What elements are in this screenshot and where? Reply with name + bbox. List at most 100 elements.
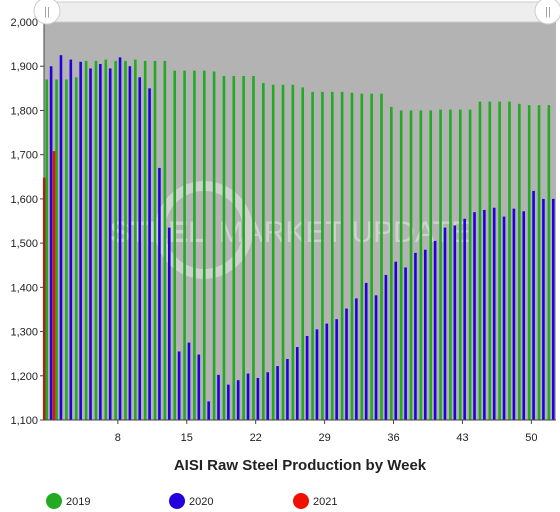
bar-2020-week-18 bbox=[217, 374, 220, 420]
bar-2019-week-52 bbox=[547, 105, 551, 420]
bar-2020-week-3 bbox=[69, 59, 73, 421]
bar-2020-week-45 bbox=[483, 209, 486, 420]
bar-2019-week-11 bbox=[143, 60, 147, 421]
bar-2019-week-15 bbox=[183, 70, 186, 420]
watermark-text-rest: MARKET UPDATE bbox=[219, 216, 471, 249]
bar-2019-week-36 bbox=[390, 106, 393, 420]
scrollbar-right-handle[interactable] bbox=[534, 0, 560, 25]
bar-2019-week-40 bbox=[429, 110, 433, 420]
bar-2019-week-19 bbox=[222, 75, 226, 420]
bar-2019-week-43 bbox=[458, 109, 462, 420]
bar-2019-week-44 bbox=[468, 109, 472, 420]
bar-2019-week-41 bbox=[439, 109, 442, 420]
bar-2020-week-48 bbox=[512, 208, 516, 420]
bar-2019-week-26 bbox=[291, 84, 295, 421]
bar-2020-week-7 bbox=[108, 68, 112, 421]
scrollbar-track[interactable] bbox=[41, 1, 551, 23]
bar-2019-week-27 bbox=[301, 87, 305, 420]
legend-label: 2020 bbox=[189, 496, 213, 508]
bar-2019-week-46 bbox=[488, 101, 492, 420]
bar-2019-week-5 bbox=[84, 60, 88, 421]
y-tick-label: 1,200 bbox=[10, 371, 38, 383]
legend: 2019 2020 2021 bbox=[46, 493, 337, 509]
bar-2020-week-31 bbox=[345, 308, 348, 420]
bar-2020-week-29 bbox=[325, 323, 329, 420]
scrollbar-left-grip-icon: || bbox=[44, 6, 50, 18]
scrollbar-left-handle[interactable] bbox=[33, 0, 61, 25]
x-tick-label: 8 bbox=[115, 432, 121, 444]
bar-2020-week-41 bbox=[443, 227, 447, 420]
bar-2019-week-22 bbox=[252, 75, 255, 420]
bar-2020-week-12 bbox=[158, 167, 161, 420]
bar-2020-week-16 bbox=[197, 354, 201, 420]
legend-swatch bbox=[293, 493, 309, 509]
x-tick-label: 29 bbox=[318, 432, 330, 444]
legend-swatch bbox=[169, 493, 185, 509]
bar-2020-week-14 bbox=[177, 351, 181, 420]
x-axis-title: AISI Raw Steel Production by Week bbox=[174, 457, 427, 474]
x-tick-label: 50 bbox=[525, 432, 537, 444]
bar-2020-week-30 bbox=[335, 319, 338, 420]
bar-2019-week-42 bbox=[449, 109, 452, 420]
legend-item-2019[interactable]: 2019 bbox=[46, 493, 90, 509]
scrollbar[interactable]: || || bbox=[33, 0, 560, 25]
bar-2019-week-20 bbox=[232, 75, 236, 420]
bar-2020-week-36 bbox=[394, 261, 398, 420]
legend-label: 2021 bbox=[313, 496, 337, 508]
bar-2019-week-50 bbox=[527, 105, 531, 420]
bar-2020-week-52 bbox=[551, 198, 555, 420]
bar-2019-week-28 bbox=[311, 91, 314, 421]
bar-2019-week-49 bbox=[518, 103, 521, 420]
bar-2019-week-39 bbox=[419, 110, 423, 420]
bar-2019-week-12 bbox=[153, 60, 157, 421]
bar-2019-week-45 bbox=[478, 101, 482, 420]
y-tick-label: 2,000 bbox=[10, 17, 38, 29]
legend-item-2021[interactable]: 2021 bbox=[293, 493, 337, 509]
bar-2020-week-15 bbox=[187, 342, 191, 420]
bar-2020-week-5 bbox=[89, 68, 92, 421]
bar-2019-week-48 bbox=[508, 101, 511, 420]
bar-2019-week-3 bbox=[65, 79, 68, 421]
legend-swatch bbox=[46, 493, 62, 509]
legend-label: 2019 bbox=[66, 496, 90, 508]
bar-2020-week-2 bbox=[59, 55, 63, 421]
y-tick-label: 1,700 bbox=[10, 150, 38, 162]
scrollbar-right-grip-icon: || bbox=[545, 6, 551, 18]
bar-2020-week-32 bbox=[355, 298, 358, 420]
bar-2020-week-11 bbox=[148, 88, 151, 420]
legend-item-2020[interactable]: 2020 bbox=[169, 493, 213, 509]
bar-2019-week-21 bbox=[242, 75, 245, 420]
bar-2020-week-17 bbox=[207, 401, 210, 420]
bar-2019-week-10 bbox=[134, 59, 137, 421]
bar-2020-week-38 bbox=[414, 252, 417, 420]
bar-2020-week-49 bbox=[522, 211, 526, 420]
bar-2020-week-27 bbox=[305, 335, 309, 420]
bar-2019-week-37 bbox=[399, 110, 403, 420]
bar-2020-week-1 bbox=[49, 66, 53, 420]
x-tick-label: 22 bbox=[250, 432, 262, 444]
bar-2020-week-20 bbox=[236, 380, 240, 420]
bar-2019-week-32 bbox=[350, 92, 354, 420]
bar-2019-week-1 bbox=[45, 79, 49, 421]
y-tick-label: 1,400 bbox=[10, 282, 38, 294]
bar-2020-week-43 bbox=[463, 218, 466, 420]
bar-2020-week-8 bbox=[118, 57, 122, 420]
bar-2019-week-51 bbox=[537, 105, 541, 420]
bar-2019-week-18 bbox=[212, 71, 216, 420]
bar-2019-week-2 bbox=[55, 79, 58, 421]
bar-2020-week-35 bbox=[384, 274, 388, 420]
bar-2020-week-47 bbox=[502, 216, 506, 420]
bar-2020-week-19 bbox=[227, 384, 230, 420]
bar-2020-week-9 bbox=[128, 66, 132, 420]
bars-layer bbox=[42, 55, 555, 421]
y-tick-label: 1,900 bbox=[10, 61, 38, 73]
bar-2019-week-8 bbox=[114, 60, 117, 421]
y-tick-label: 1,800 bbox=[10, 105, 38, 117]
y-tick-label: 1,500 bbox=[10, 238, 38, 250]
bar-2019-week-29 bbox=[321, 91, 324, 421]
x-axis-ticks: 8 15 22 29 36 43 50 bbox=[115, 420, 538, 444]
bar-2019-week-25 bbox=[281, 84, 285, 421]
bar-2019-week-23 bbox=[262, 83, 265, 420]
bar-2020-week-26 bbox=[295, 347, 299, 420]
